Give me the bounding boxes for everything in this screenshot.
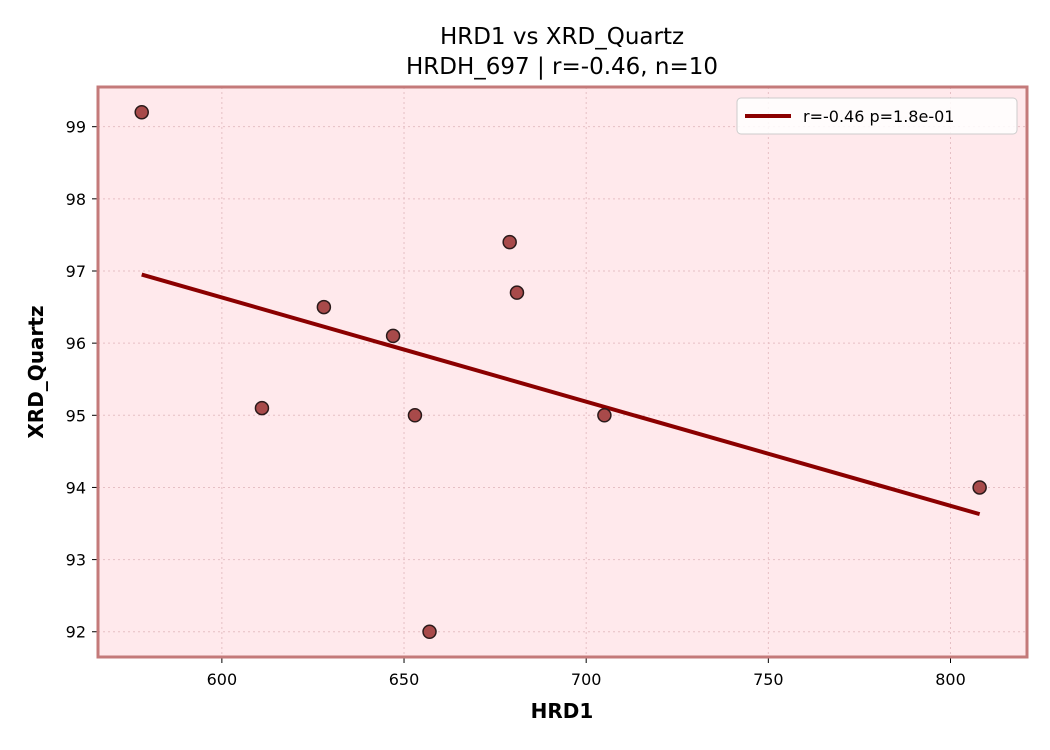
y-axis-label: XRD_Quartz <box>24 305 48 438</box>
y-tick-label: 93 <box>66 551 86 570</box>
x-axis-label: HRD1 <box>531 699 594 723</box>
scatter-point <box>407 408 423 423</box>
legend-label: r=-0.46 p=1.8e-01 <box>803 107 954 126</box>
grid <box>98 87 1027 657</box>
chart-subtitle: HRDH_697 | r=-0.46, n=10 <box>406 54 718 80</box>
scatter-points <box>134 105 987 639</box>
chart-title: HRD1 vs XRD_Quartz <box>440 24 684 50</box>
x-tick-label: 750 <box>753 670 784 689</box>
y-tick-label: 92 <box>66 623 86 642</box>
scatter-point <box>502 234 517 250</box>
y-tick-label: 99 <box>66 118 86 137</box>
plot-frame <box>96 85 1029 659</box>
plot-area <box>98 87 1027 657</box>
scatter-point <box>385 328 401 344</box>
x-tick-label: 650 <box>389 670 420 689</box>
regression-line <box>141 272 981 517</box>
y-tick-label: 98 <box>66 190 86 209</box>
scatter-point <box>597 408 612 423</box>
axis-ticks: 600 650 700 750 800 92 93 94 95 96 97 98 99 <box>66 118 966 689</box>
legend-box <box>736 97 1018 135</box>
scatter-point <box>422 624 437 639</box>
scatter-point <box>134 105 149 120</box>
scatter-point <box>509 285 525 300</box>
scatter-point <box>316 299 332 315</box>
fit-line-layer <box>141 272 981 517</box>
scatter-point <box>972 480 987 495</box>
y-tick-label: 97 <box>66 262 86 281</box>
y-tick-label: 94 <box>66 478 86 497</box>
scatter-point <box>254 400 270 416</box>
legend: r=-0.46 p=1.8e-01 <box>736 97 1018 135</box>
x-tick-label: 600 <box>207 670 238 689</box>
y-tick-label: 95 <box>66 406 86 425</box>
x-tick-label: 700 <box>571 670 602 689</box>
x-tick-label: 800 <box>935 670 966 689</box>
y-tick-label: 96 <box>66 334 86 353</box>
